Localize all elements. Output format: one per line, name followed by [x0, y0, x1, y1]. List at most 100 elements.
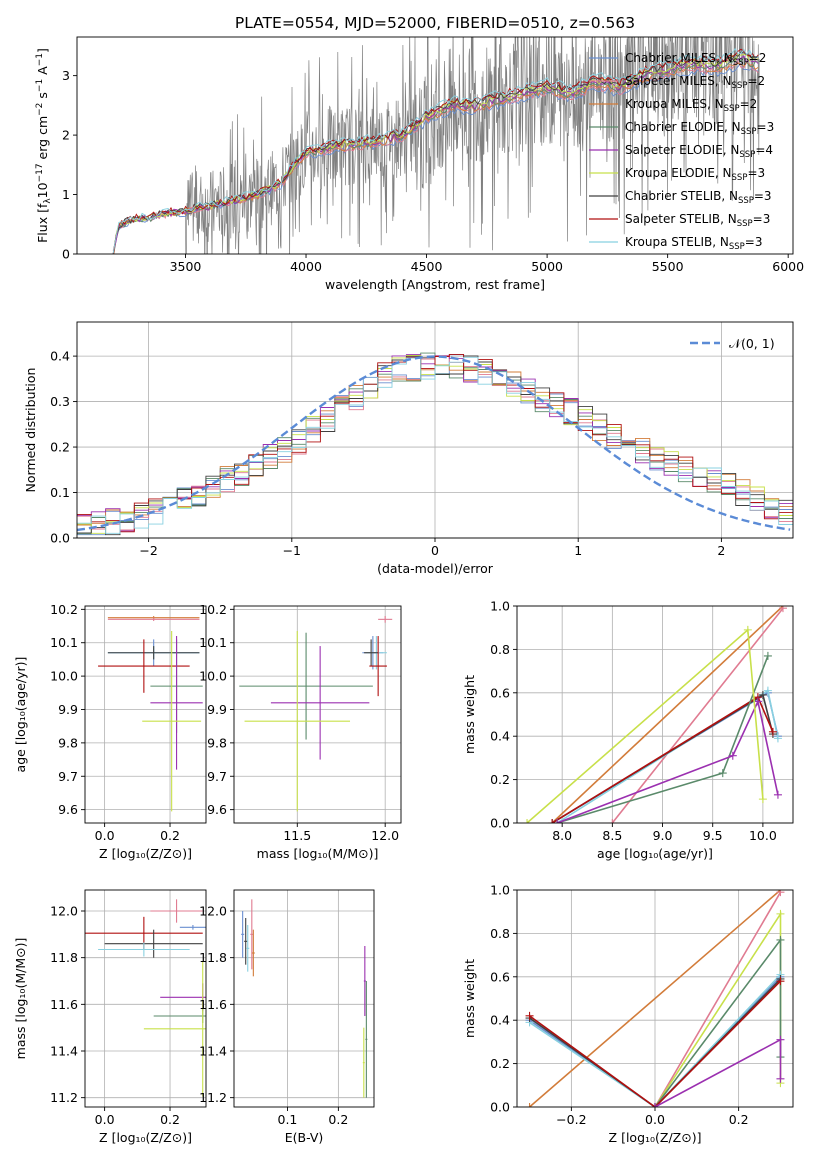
y-tick-label: 0.0 — [490, 1100, 510, 1115]
weight-marker — [758, 795, 767, 804]
plot-area — [85, 606, 206, 823]
legend-entry: Kroupa STELIB, NSSP=3 — [625, 235, 763, 252]
x-tick-label: 4500 — [411, 259, 443, 274]
weight-line — [654, 891, 782, 1107]
x-tick-label: −0.2 — [556, 1112, 586, 1127]
weight-marker — [608, 819, 617, 823]
y-tick-label: 0.6 — [490, 685, 510, 700]
y-tick-label: 2 — [62, 128, 70, 143]
error-point-4 — [378, 616, 393, 623]
mass-vs-extinction-plot: 0.1 0.2 11.2 11.4 11.6 11.8 12.0 E(B-V) — [199, 889, 375, 1145]
y-tick-label: 11.8 — [50, 950, 78, 965]
plot-marks — [112, 37, 760, 254]
model-spectrum-6 — [112, 51, 759, 254]
weight-marker — [525, 1103, 534, 1107]
plot-marks — [98, 616, 203, 812]
y-axis-label: age [log₁₀(age/yr)] — [13, 657, 28, 773]
weight-marker — [776, 1074, 785, 1083]
y-tick-label: 0.0 — [50, 531, 70, 546]
x-tick-label: −2 — [139, 543, 157, 558]
plot-area — [517, 606, 793, 823]
error-point-3 — [104, 929, 203, 958]
figure-title: PLATE=0554, MJD=52000, FIBERID=0510, z=0… — [235, 14, 635, 32]
weight-marker — [778, 606, 787, 613]
x-tick-label: 10.0 — [749, 828, 777, 843]
age-vs-mass-plot: 11.5 12.0 9.6 9.7 9.8 9.9 10.0 10.1 10.2 mass [lo… — [199, 602, 402, 861]
error-point-5 — [239, 632, 373, 740]
weight-marker — [773, 790, 782, 799]
axes-frame — [84, 889, 207, 1108]
weight-line — [551, 606, 784, 823]
x-tick-label: 0.1 — [278, 1112, 298, 1127]
y-tick-label: 0 — [62, 247, 70, 262]
error-point-1 — [107, 617, 200, 622]
x-tick-label: 0.2 — [328, 1112, 348, 1127]
error-point-6 — [365, 981, 368, 1098]
weight-marker — [768, 727, 777, 736]
x-axis-label: age [log₁₀(age/yr)] — [597, 846, 713, 861]
error-point-7 — [244, 631, 351, 812]
error-point-2 — [364, 639, 379, 667]
error-point-0 — [150, 899, 203, 923]
x-tick-label: 0.2 — [160, 828, 180, 843]
weight-marker — [728, 751, 737, 760]
x-tick-label: 9.0 — [653, 828, 673, 843]
y-tick-label: 9.7 — [207, 769, 227, 784]
legend-entry: Salpeter ELODIE, NSSP=4 — [625, 143, 773, 160]
weight-marker — [776, 935, 785, 944]
y-tick-label: 1 — [62, 187, 70, 202]
x-tick-label: 6000 — [772, 259, 804, 274]
weight-marker — [758, 690, 767, 699]
x-tick-label: 5000 — [531, 259, 563, 274]
weight-line — [556, 698, 779, 823]
x-axis-label: E(B-V) — [285, 1130, 324, 1145]
axes-frame — [76, 36, 794, 255]
y-tick-label: 11.2 — [199, 1090, 227, 1105]
x-tick-label: −1 — [283, 543, 301, 558]
weight-series-8 — [651, 1035, 785, 1107]
y-tick-label: 0.4 — [50, 349, 70, 364]
y-tick-label: 9.6 — [207, 802, 227, 817]
y-tick-label: 0.0 — [490, 816, 510, 831]
y-axis-label: mass weight — [462, 675, 477, 754]
weight-line — [529, 974, 782, 1107]
y-tick-label: 0.4 — [490, 1013, 510, 1028]
x-axis-label: Z [log₁₀(Z/Z⊙)] — [99, 1130, 192, 1145]
y-axis-label: Normed distribution — [23, 368, 38, 493]
error-point-4 — [98, 942, 190, 957]
weight-series-1 — [608, 606, 787, 823]
error-point-4 — [251, 929, 255, 977]
normal-legend-label: 𝒩(0, 1) — [729, 336, 775, 351]
normal-curve — [77, 355, 791, 532]
x-tick-label: 3500 — [170, 259, 202, 274]
error-point-0 — [241, 911, 245, 958]
y-tick-label: 12.0 — [199, 904, 227, 919]
y-tick-label: 0.1 — [50, 485, 70, 500]
mass-weight-vs-age-plot: 8.0 8.5 9.0 9.5 10.0 0.0 0.2 0.4 0.6 0.8 1.0 age [l… — [462, 599, 794, 861]
weight-marker — [523, 819, 532, 823]
x-tick-label: 11.5 — [283, 828, 311, 843]
y-tick-label: 1.0 — [490, 599, 510, 614]
observed-spectrum — [112, 37, 760, 254]
x-tick-label: 4000 — [290, 259, 322, 274]
y-tick-label: 0.4 — [490, 729, 510, 744]
y-tick-label: 10.1 — [199, 635, 227, 650]
y-tick-label: 0.6 — [490, 969, 510, 984]
y-tick-label: 11.6 — [199, 997, 227, 1012]
age-vs-metallicity-plot: 0.0 0.2 9.6 9.7 9.8 9.9 10.0 10.1 10.2 Z [log₁₀(Z… — [13, 602, 207, 861]
legend-entry: Salpeter STELIB, NSSP=3 — [625, 212, 770, 229]
weight-marker — [718, 769, 727, 778]
model-spectrum-0 — [112, 62, 759, 254]
y-tick-label: 11.2 — [50, 1090, 78, 1105]
weight-marker — [743, 625, 752, 634]
error-point-1 — [179, 925, 206, 930]
error-point-4 — [107, 646, 200, 660]
weight-line — [528, 890, 782, 1107]
model-spectrum-7 — [113, 48, 759, 254]
y-tick-label: 0.2 — [490, 1056, 510, 1071]
weight-line — [529, 976, 782, 1107]
x-tick-label: 5500 — [652, 259, 684, 274]
error-point-7 — [143, 961, 206, 1097]
weight-line — [529, 980, 782, 1107]
axes-frame — [233, 605, 402, 824]
